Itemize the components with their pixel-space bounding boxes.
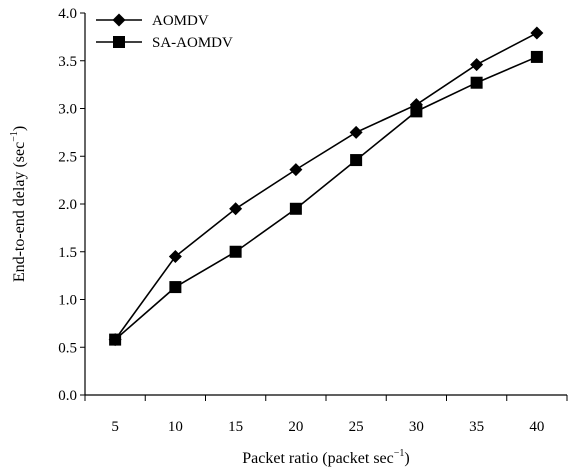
square-point — [289, 202, 302, 215]
x-tick-label: 30 — [409, 419, 424, 435]
x-axis-title-main: Packet ratio (packet sec — [242, 450, 393, 467]
diamond-point — [470, 58, 484, 72]
x-tick-label: 10 — [168, 419, 183, 435]
square-point — [169, 281, 182, 294]
y-tick-label: 0.5 — [58, 340, 77, 356]
y-tick-label: 2.5 — [58, 149, 77, 165]
diamond-point — [530, 26, 544, 40]
x-tick-label: 15 — [228, 419, 243, 435]
series-layer — [108, 26, 544, 347]
square-point — [410, 105, 423, 118]
legend: AOMDV SA-AOMDV — [96, 13, 233, 51]
y-tick-label: 3.5 — [58, 54, 77, 70]
legend-item: SA-AOMDV — [96, 35, 233, 51]
legend-item: AOMDV — [96, 13, 209, 29]
y-axis-title-sup: −1 — [9, 131, 20, 142]
y-tick-label: 3.0 — [58, 102, 77, 118]
x-axis-title-sup: −1 — [394, 448, 405, 459]
series-1 — [108, 26, 544, 347]
x-axis-title-end: ) — [404, 450, 409, 467]
legend-diamond-icon — [112, 13, 126, 27]
y-tick-label: 1.0 — [58, 293, 77, 309]
y-ticks: 0.0 0.5 1.0 1.5 2.0 2.5 3.0 3.5 4.0 — [58, 6, 85, 404]
x-ticks: 5 10 15 20 25 30 35 40 — [84, 395, 568, 435]
square-point — [470, 76, 483, 89]
series-2 — [109, 50, 543, 346]
x-axis-title: Packet ratio (packet sec−1) — [242, 448, 409, 467]
diamond-point — [289, 163, 303, 177]
diamond-point — [229, 202, 243, 216]
y-tick-label: 2.0 — [58, 197, 77, 213]
x-tick-label: 25 — [349, 419, 364, 435]
diamond-point — [349, 125, 363, 139]
legend-label: SA-AOMDV — [152, 35, 233, 51]
square-point — [109, 333, 122, 346]
legend-label: AOMDV — [152, 13, 209, 29]
square-point — [350, 154, 363, 167]
x-tick-label: 5 — [111, 419, 119, 435]
diamond-point — [168, 250, 182, 264]
x-tick-label: 20 — [288, 419, 303, 435]
y-tick-label: 0.0 — [58, 388, 77, 404]
y-axis-title: End-to-end delay (sec−1) — [9, 126, 28, 282]
legend-square-icon — [113, 36, 125, 48]
series-line — [114, 32, 538, 341]
y-tick-label: 1.5 — [58, 245, 77, 261]
square-point — [229, 245, 242, 258]
y-axis-title-end: ) — [11, 126, 28, 131]
x-tick-label: 40 — [529, 419, 544, 435]
series-line — [114, 56, 538, 341]
y-tick-label: 4.0 — [58, 6, 77, 22]
square-point — [530, 50, 543, 63]
axes — [84, 13, 567, 396]
y-axis-title-main: End-to-end delay (sec — [11, 142, 28, 282]
x-tick-label: 35 — [469, 419, 484, 435]
